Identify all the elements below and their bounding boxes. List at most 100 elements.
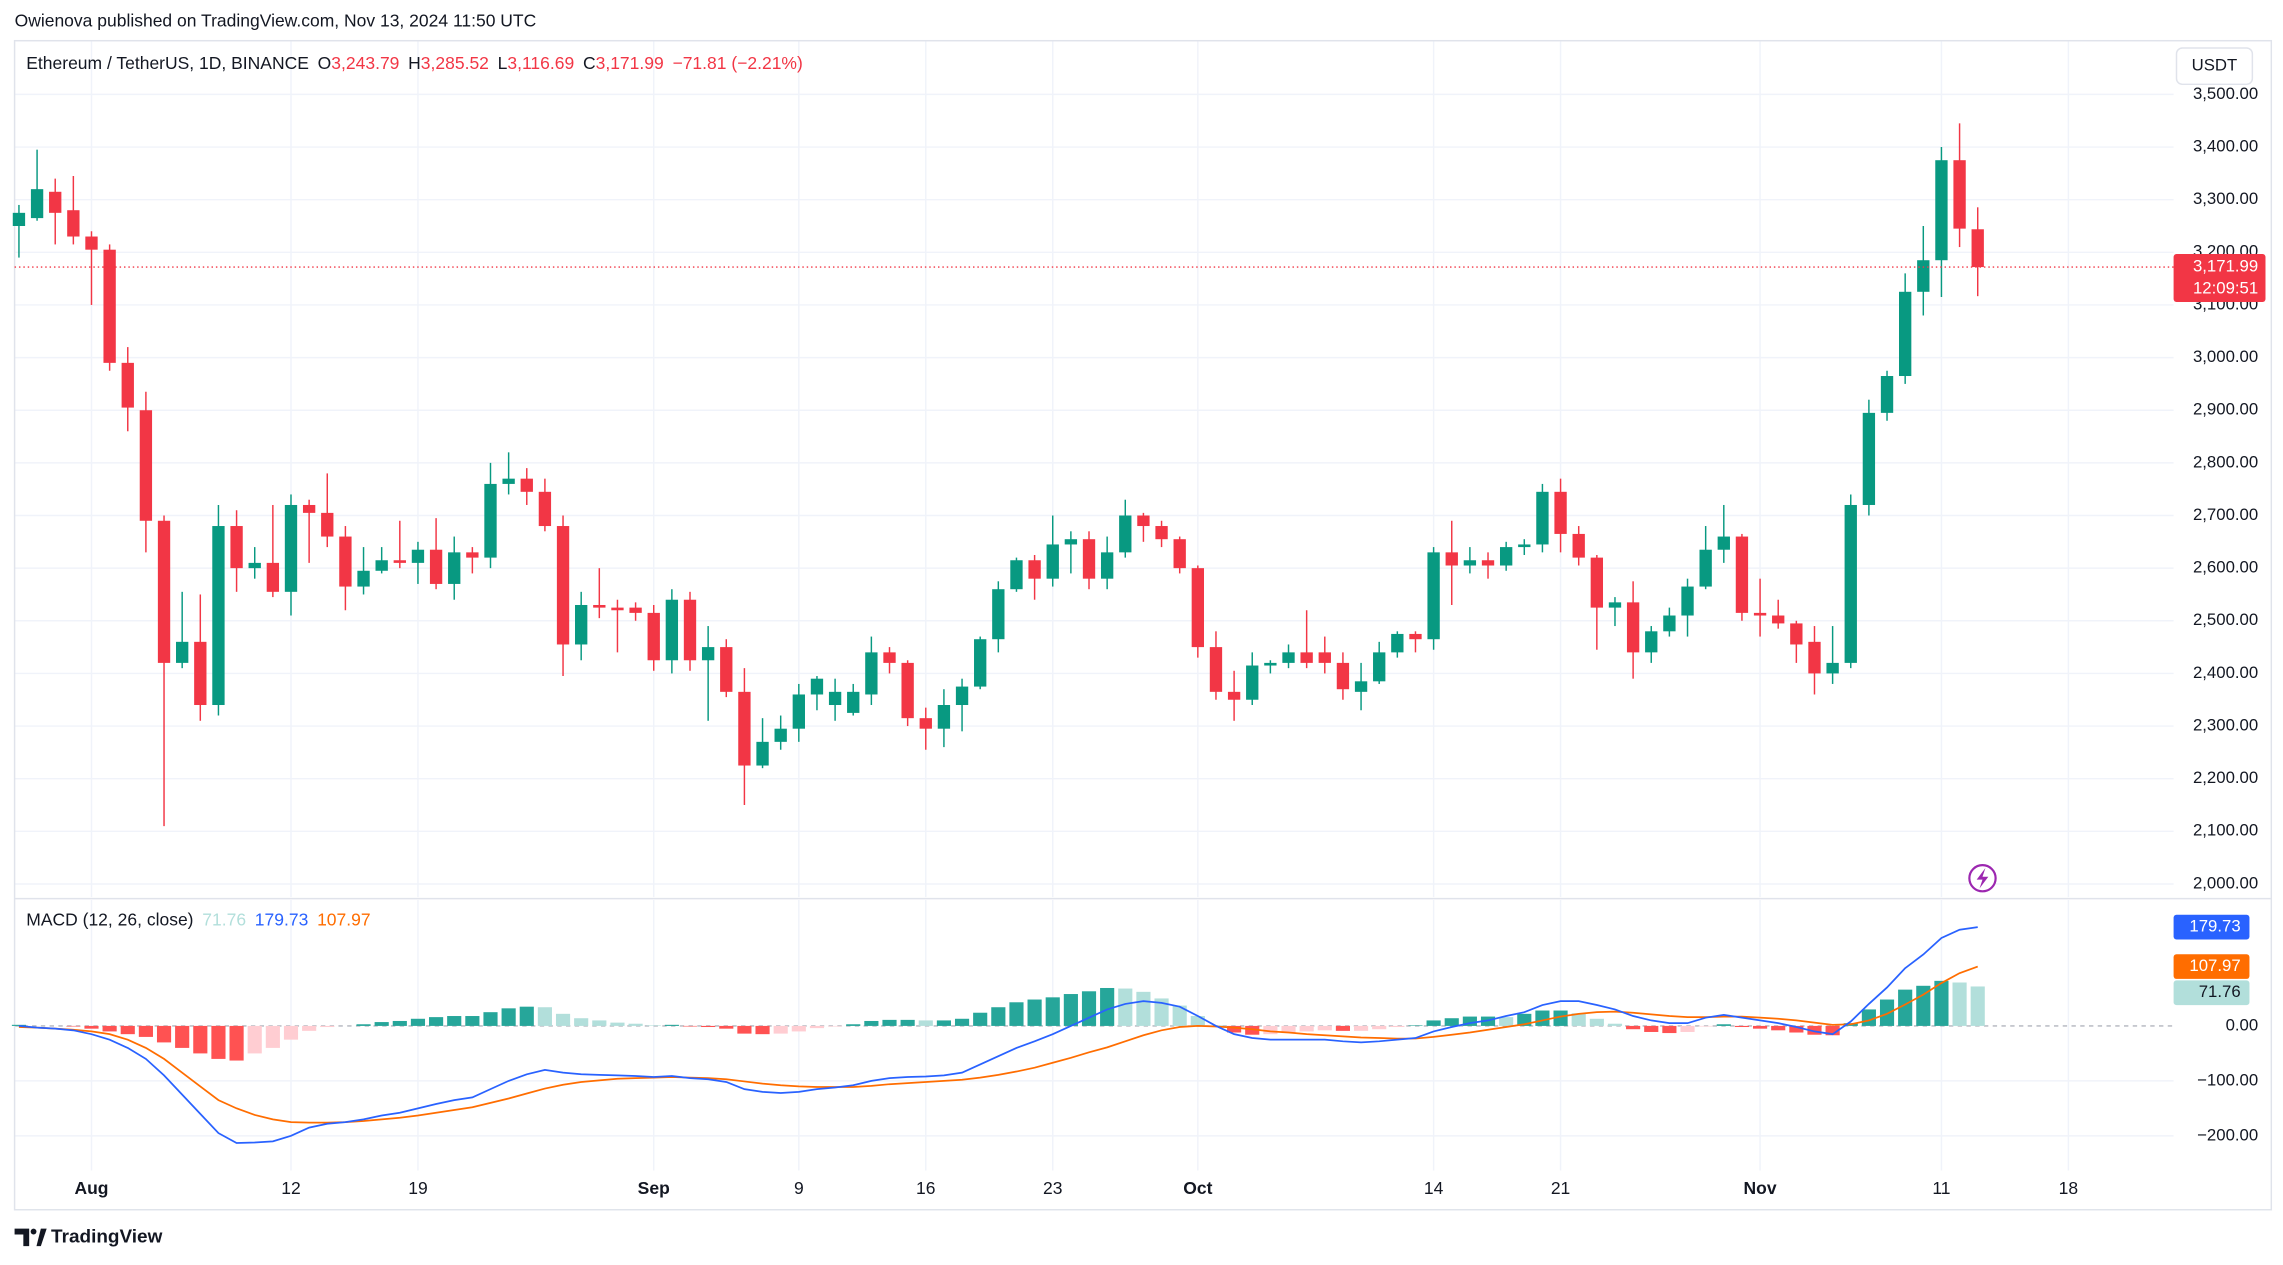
candle-body	[429, 549, 443, 584]
candle-body	[756, 741, 769, 766]
candle-body	[393, 560, 406, 563]
x-tick-label: 23	[1043, 1178, 1062, 1198]
symbol: Ethereum / TetherUS, 1D, BINANCE	[26, 53, 309, 73]
histogram-bar	[1462, 1016, 1477, 1026]
candle-body	[1554, 491, 1567, 534]
candle-body	[1753, 612, 1767, 616]
candle-body	[1518, 544, 1531, 548]
candle-body	[85, 236, 98, 250]
candle-body	[248, 562, 261, 569]
y-tick-label: 3,000.00	[2193, 347, 2258, 366]
histogram-bar	[1861, 1009, 1876, 1026]
histogram-bar	[719, 1025, 734, 1029]
candle-body	[1010, 560, 1023, 590]
logo-part	[36, 1228, 47, 1247]
macd-hist-value: 71.76	[202, 909, 246, 929]
histogram-bar	[936, 1020, 951, 1026]
histogram-bar	[1626, 1025, 1641, 1030]
y-tick-label: 2,000.00	[2193, 873, 2258, 892]
candle-body	[1499, 547, 1513, 566]
chart-frame	[13, 39, 2273, 1211]
candle-body	[1336, 662, 1350, 690]
ohlc-label: H	[408, 53, 421, 73]
candle-body	[1173, 539, 1186, 569]
histogram-bar	[682, 1025, 698, 1027]
histogram-bar	[1789, 1025, 1804, 1033]
x-tick-label: 19	[408, 1178, 427, 1198]
histogram-bar	[1390, 1025, 1405, 1028]
candle-body	[647, 612, 660, 661]
ohlc-value: 3,285.52	[421, 53, 489, 73]
ohlc-label: C	[583, 53, 596, 73]
candle-body	[1064, 539, 1078, 545]
histogram-bar	[1172, 1005, 1187, 1026]
y-tick-label: −200.00	[2197, 1125, 2258, 1144]
y-tick-label: 2,800.00	[2193, 452, 2258, 471]
candle-body	[339, 536, 352, 587]
y-tick-label: −100.00	[2197, 1070, 2258, 1089]
candle-body	[955, 686, 969, 706]
footer-brand: TradingView	[51, 1226, 163, 1247]
histogram-bar	[211, 1025, 226, 1059]
y-tick-label: 2,500.00	[2193, 610, 2258, 629]
histogram-bar	[1372, 1025, 1387, 1030]
lightning-icon[interactable]	[1968, 864, 1997, 893]
candle-body	[1663, 615, 1676, 632]
candle-body	[321, 512, 334, 537]
candle-body	[1463, 560, 1477, 566]
histogram-bar	[320, 1025, 335, 1028]
candle-body	[1427, 552, 1440, 640]
histogram-bar	[1426, 1020, 1441, 1026]
candle-body	[1536, 491, 1549, 545]
last-price-tag	[2173, 253, 2266, 302]
histogram-bar	[1190, 1016, 1205, 1026]
candle-body	[1826, 662, 1839, 674]
candle-body	[1209, 647, 1223, 692]
histogram-bar	[120, 1025, 135, 1035]
candle-body	[67, 210, 80, 237]
x-tick-label: 16	[916, 1178, 935, 1198]
candle-body	[1082, 539, 1096, 579]
histogram-bar	[1825, 1025, 1840, 1036]
candle-body	[484, 483, 497, 558]
candle-body	[665, 599, 679, 661]
histogram-bar	[537, 1007, 552, 1026]
histogram-bar	[501, 1008, 516, 1026]
x-tick-label: 12	[281, 1178, 300, 1198]
histogram-bar	[429, 1017, 444, 1026]
histogram-bar	[102, 1025, 117, 1032]
histogram-bar	[1027, 999, 1042, 1026]
histogram-tag-label: 71.76	[2199, 982, 2241, 1001]
candle-body	[1391, 633, 1404, 653]
candle-body	[1445, 552, 1458, 566]
histogram-bar	[574, 1018, 589, 1026]
x-tick-label: 21	[1551, 1178, 1570, 1198]
histogram-bar	[646, 1025, 661, 1026]
grid	[14, 40, 2174, 1171]
candle-body	[593, 604, 606, 608]
histogram-bar	[1335, 1025, 1350, 1031]
y-tick-label: 2,700.00	[2193, 505, 2258, 524]
header: Owienova published on TradingView.com, N…	[15, 10, 537, 30]
candle-body	[1191, 568, 1204, 648]
candle-body	[266, 562, 280, 592]
candle-body	[1246, 665, 1259, 700]
histogram-bar	[138, 1025, 153, 1037]
currency-button[interactable]	[2175, 47, 2254, 86]
candle-body	[1808, 641, 1821, 674]
histogram-bar	[1281, 1025, 1296, 1034]
histogram-bar	[664, 1024, 679, 1026]
histogram-bar	[66, 1025, 81, 1027]
histogram-bar	[1299, 1025, 1314, 1032]
histogram-bar	[283, 1025, 299, 1040]
histogram-bar	[1154, 998, 1169, 1026]
candle-body	[230, 526, 243, 569]
histogram-bar	[302, 1025, 317, 1031]
macd-value: 179.73	[255, 909, 309, 929]
histogram-bar	[1934, 980, 1949, 1026]
histogram-bar	[1009, 1002, 1024, 1026]
histogram-bar	[1118, 988, 1133, 1026]
histogram-bar	[1716, 1024, 1731, 1026]
price-legend: Ethereum / TetherUS, 1D, BINANCE O3,243.7…	[26, 53, 803, 73]
